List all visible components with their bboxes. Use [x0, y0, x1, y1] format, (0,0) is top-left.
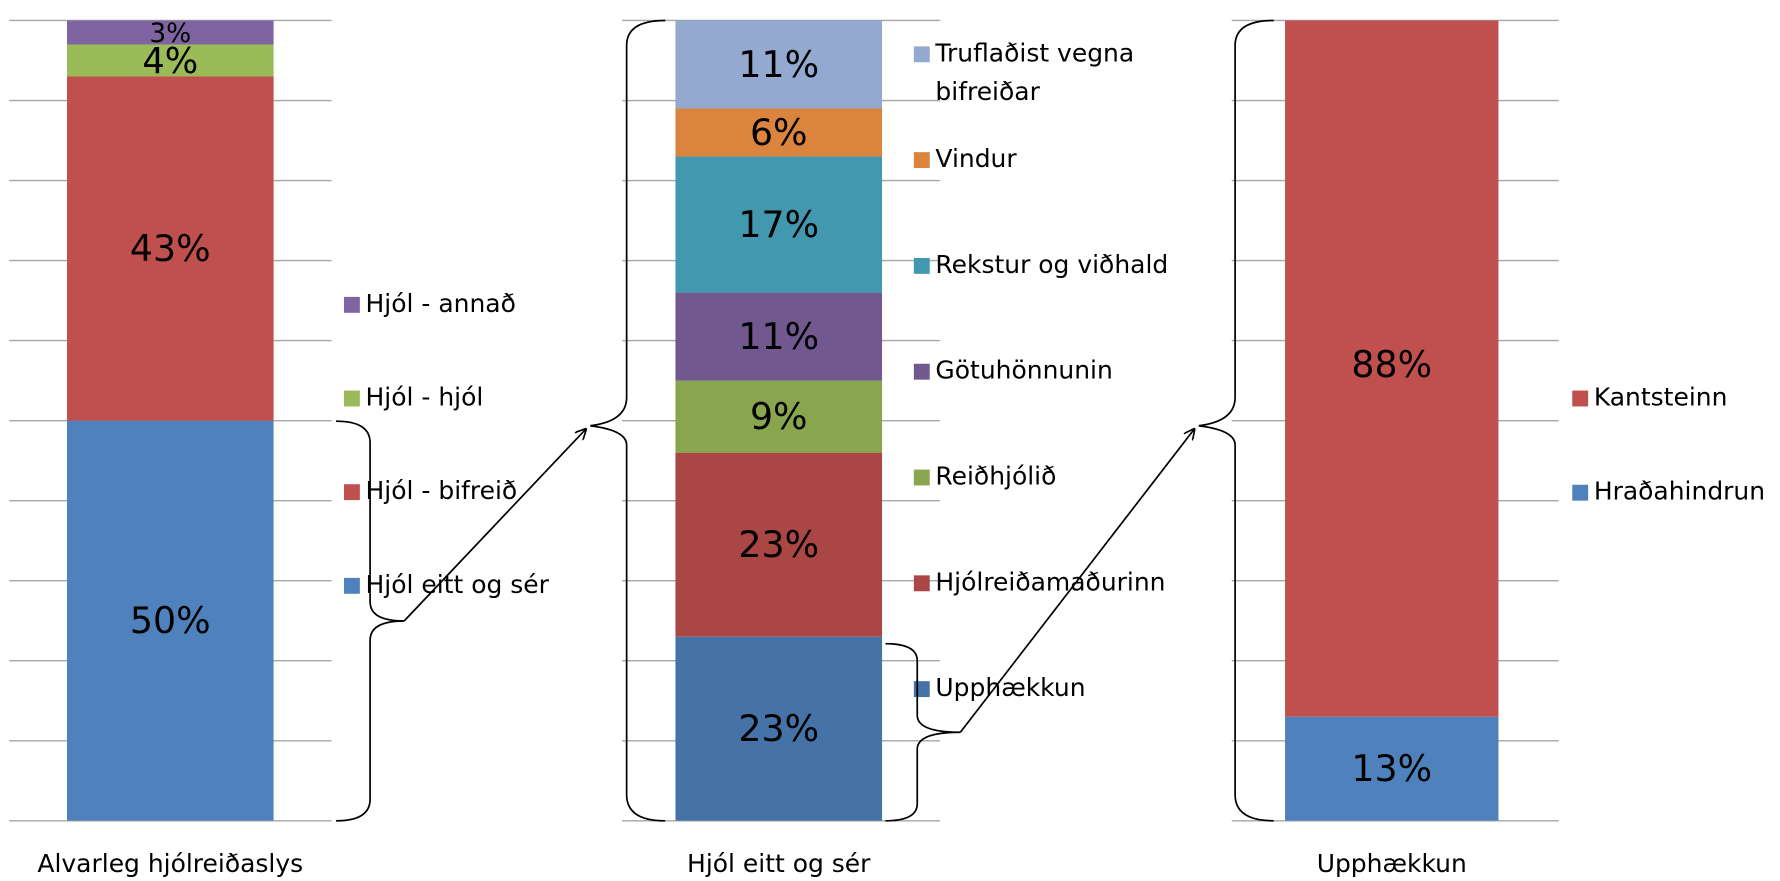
legend-swatch — [343, 296, 360, 313]
data-label: 17% — [738, 203, 819, 246]
x-tick-label: Upphækkun — [1317, 849, 1467, 878]
legend-label: Hraðahindrun — [1594, 477, 1765, 506]
connectors — [336, 19, 1274, 822]
bars — [66, 20, 274, 821]
bar-segment — [66, 44, 274, 77]
brace — [885, 642, 961, 822]
data-label: 9% — [750, 395, 808, 438]
data-label: 50% — [130, 599, 211, 642]
legend-swatch — [913, 363, 930, 380]
x-tick-label: Hjól eitt og sér — [687, 849, 871, 878]
legend-label: Rekstur og viðhald — [935, 250, 1168, 279]
data-label: 88% — [1351, 343, 1432, 386]
legend-swatch — [1572, 484, 1589, 501]
stacked-bar-chart: Alvarleg hjólreiðaslys 50% Hjól eitt og sé… — [9, 18, 550, 878]
data-label: 23% — [738, 707, 819, 750]
legend-swatch — [343, 484, 360, 501]
bar-segment — [675, 156, 883, 293]
data-label: 13% — [1351, 747, 1432, 790]
stacked-bar-chart: Hjól eitt og sér 23% Upphækkun 23% Hjólreiða… — [622, 19, 1168, 878]
bar-segment — [675, 380, 883, 453]
legend-label: Götuhönnunin — [935, 356, 1112, 385]
legend-label: Reiðhjólið — [935, 462, 1056, 491]
legend-swatch — [913, 257, 930, 274]
legend-label: Upphækkun — [935, 673, 1085, 702]
bar-segment — [675, 636, 883, 821]
brace — [1198, 19, 1274, 822]
bar-segment — [66, 20, 274, 45]
data-label: 4% — [142, 41, 198, 82]
legend-swatch — [913, 681, 930, 698]
data-label: 23% — [738, 523, 819, 566]
legend-swatch — [913, 575, 930, 592]
bar-segment — [1285, 20, 1499, 717]
data-label: 11% — [738, 315, 819, 358]
brace — [590, 19, 666, 822]
legend-swatch — [913, 469, 930, 486]
bar-segment — [1285, 716, 1499, 821]
legend-swatch — [1572, 390, 1589, 407]
legend-swatch — [913, 152, 930, 169]
legend-line: bifreiðar — [935, 77, 1040, 106]
legend-label: Hjól - bifreið — [366, 476, 518, 505]
arrow — [959, 429, 1194, 733]
arrow — [403, 429, 586, 622]
legend-label: Vindur — [935, 144, 1017, 173]
legend-swatch — [343, 390, 360, 407]
bar-segment — [66, 420, 274, 821]
data-label: 3% — [149, 18, 191, 49]
bar-segment — [675, 452, 883, 637]
legend-label: Hjólreiðamaðurinn — [935, 567, 1165, 596]
bar-segment — [675, 20, 883, 109]
legend-line: Truflaðist vegna — [934, 38, 1134, 67]
legend-label: Kantsteinn — [1594, 382, 1728, 411]
legend-label: Hjól - hjól — [366, 382, 484, 411]
stacked-bar-chart: Upphækkun 13% Hraðahindrun 88% Kantsteinn — [1231, 19, 1765, 878]
data-label: 6% — [750, 111, 808, 154]
bar-segment — [675, 108, 883, 157]
legend-label: Hjól eitt og sér — [366, 570, 550, 599]
data-label: 43% — [130, 227, 211, 270]
bar-segment — [66, 76, 274, 421]
charts: Alvarleg hjólreiðaslys 50% Hjól eitt og sé… — [9, 18, 1765, 878]
bars — [675, 20, 883, 821]
bar-segment — [675, 292, 883, 381]
x-tick-label: Alvarleg hjólreiðaslys — [37, 849, 303, 878]
legend-swatch — [913, 46, 930, 63]
data-label: 11% — [738, 43, 819, 86]
legend-label: Hjól - annað — [366, 289, 516, 318]
bars — [1285, 20, 1499, 821]
legend-swatch — [343, 577, 360, 594]
legend-label: Truflaðist vegna bifreiðar — [934, 38, 1134, 106]
